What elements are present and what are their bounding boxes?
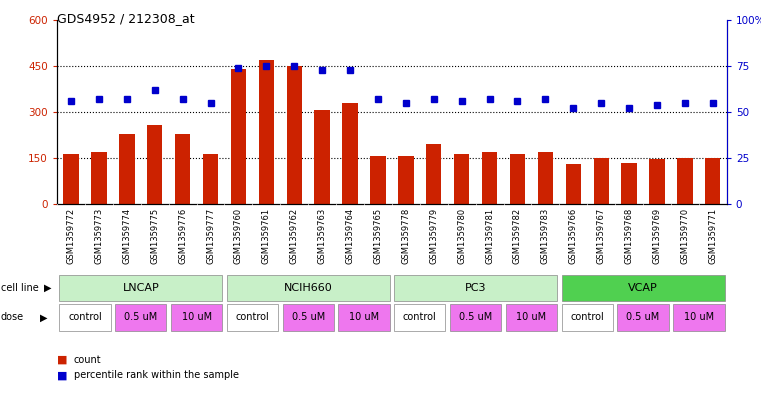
Bar (175, 134, 190, 204)
Bar (119, 134, 135, 204)
Bar (426, 144, 441, 204)
Bar (510, 154, 525, 204)
Bar (59, 304, 110, 331)
Text: count: count (74, 354, 101, 365)
Text: LNCAP: LNCAP (123, 283, 159, 293)
Text: ▶: ▶ (40, 312, 47, 322)
Text: GSM1359772: GSM1359772 (66, 208, 75, 264)
Text: GSM1359777: GSM1359777 (206, 208, 215, 264)
Text: 10 uM: 10 uM (349, 312, 379, 322)
Bar (398, 156, 413, 204)
Bar (227, 275, 390, 301)
Bar (565, 164, 581, 204)
Bar (705, 158, 721, 204)
Text: 0.5 uM: 0.5 uM (124, 312, 158, 322)
Text: GDS4952 / 212308_at: GDS4952 / 212308_at (57, 12, 195, 25)
Text: GSM1359761: GSM1359761 (262, 208, 271, 264)
Bar (282, 304, 334, 331)
Text: percentile rank within the sample: percentile rank within the sample (74, 370, 239, 380)
Text: 0.5 uM: 0.5 uM (459, 312, 492, 322)
Text: cell line: cell line (1, 283, 39, 293)
Text: GSM1359765: GSM1359765 (374, 208, 383, 264)
Text: control: control (68, 312, 102, 322)
Text: ■: ■ (57, 370, 68, 380)
Text: GSM1359764: GSM1359764 (345, 208, 355, 264)
Text: GSM1359762: GSM1359762 (290, 208, 299, 264)
Bar (450, 304, 501, 331)
Bar (259, 60, 274, 204)
Text: PC3: PC3 (465, 283, 486, 293)
Bar (115, 304, 167, 331)
Bar (91, 152, 107, 204)
Text: 10 uM: 10 uM (182, 312, 212, 322)
Text: GSM1359782: GSM1359782 (513, 208, 522, 264)
Bar (394, 304, 445, 331)
Bar (617, 304, 669, 331)
Text: GSM1359773: GSM1359773 (94, 208, 103, 264)
Bar (562, 275, 724, 301)
Bar (287, 66, 302, 204)
Text: GSM1359767: GSM1359767 (597, 208, 606, 264)
Bar (147, 125, 162, 204)
Text: 0.5 uM: 0.5 uM (626, 312, 660, 322)
Text: GSM1359769: GSM1359769 (652, 208, 661, 264)
Text: ■: ■ (57, 354, 68, 365)
Bar (59, 275, 222, 301)
Bar (203, 154, 218, 204)
Bar (506, 304, 557, 331)
Text: 10 uM: 10 uM (684, 312, 714, 322)
Bar (231, 69, 246, 204)
Text: dose: dose (1, 312, 24, 322)
Bar (454, 154, 470, 204)
Text: GSM1359781: GSM1359781 (485, 208, 494, 264)
Text: GSM1359768: GSM1359768 (625, 208, 634, 264)
Text: GSM1359780: GSM1359780 (457, 208, 466, 264)
Bar (538, 152, 553, 204)
Bar (673, 304, 724, 331)
Bar (594, 158, 609, 204)
Text: control: control (235, 312, 269, 322)
Text: 10 uM: 10 uM (517, 312, 546, 322)
Text: ▶: ▶ (44, 283, 52, 293)
Bar (342, 103, 358, 204)
Bar (314, 110, 330, 204)
Bar (622, 163, 637, 204)
Text: GSM1359775: GSM1359775 (150, 208, 159, 264)
Bar (649, 159, 664, 204)
Text: GSM1359760: GSM1359760 (234, 208, 243, 264)
Text: GSM1359783: GSM1359783 (541, 208, 550, 264)
Text: VCAP: VCAP (628, 283, 658, 293)
Bar (63, 154, 78, 204)
Text: 0.5 uM: 0.5 uM (291, 312, 325, 322)
Bar (562, 304, 613, 331)
Bar (227, 304, 278, 331)
Text: NCIH660: NCIH660 (284, 283, 333, 293)
Bar (677, 158, 693, 204)
Text: GSM1359766: GSM1359766 (568, 208, 578, 264)
Text: GSM1359771: GSM1359771 (708, 208, 718, 264)
Text: control: control (403, 312, 437, 322)
Text: GSM1359774: GSM1359774 (123, 208, 132, 264)
Bar (339, 304, 390, 331)
Text: control: control (570, 312, 604, 322)
Bar (394, 275, 557, 301)
Bar (371, 156, 386, 204)
Bar (171, 304, 222, 331)
Text: GSM1359770: GSM1359770 (680, 208, 689, 264)
Text: GSM1359779: GSM1359779 (429, 208, 438, 264)
Text: GSM1359778: GSM1359778 (401, 208, 410, 264)
Text: GSM1359776: GSM1359776 (178, 208, 187, 264)
Text: GSM1359763: GSM1359763 (317, 208, 326, 264)
Bar (482, 152, 497, 204)
